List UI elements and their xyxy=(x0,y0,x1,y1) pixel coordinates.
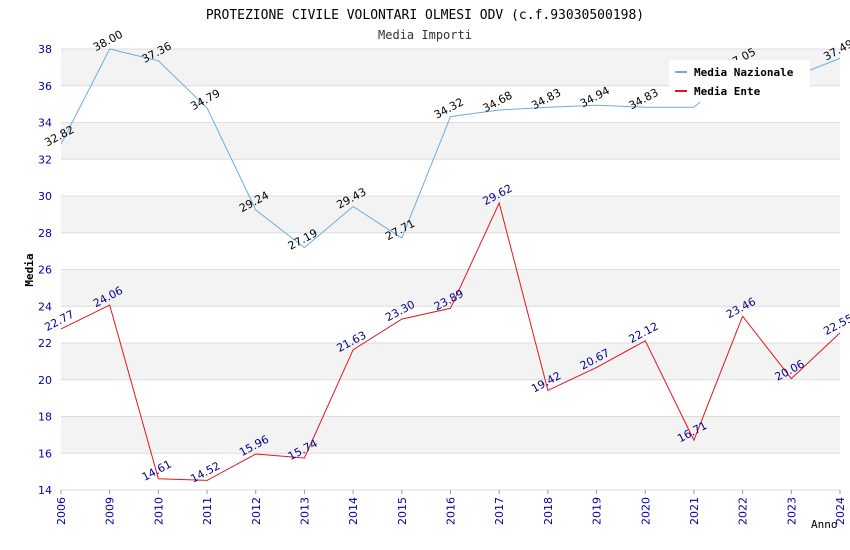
x-tick-label: 2010 xyxy=(152,497,165,525)
y-tick-label: 30 xyxy=(38,190,52,203)
x-tick-label: 2015 xyxy=(396,497,409,525)
y-tick-label: 18 xyxy=(38,411,52,424)
x-tick-label: 2011 xyxy=(201,497,214,525)
x-tick-label: 2023 xyxy=(785,497,798,525)
chart-subtitle: Media Importi xyxy=(378,28,472,42)
plot-band xyxy=(61,379,840,417)
plot-band xyxy=(61,196,840,233)
y-axis-ticks: 14 16 18 20 22 24 26 28 30 32 34 36 38 xyxy=(38,43,52,497)
legend-entry: Media Ente xyxy=(694,85,761,98)
x-tick-label: 2017 xyxy=(493,497,506,525)
plot-band xyxy=(61,453,840,490)
x-tick-label: 2018 xyxy=(542,497,555,525)
y-axis-label: Media xyxy=(23,253,36,286)
y-tick-label: 36 xyxy=(38,80,52,93)
y-tick-label: 38 xyxy=(38,43,52,56)
legend: Media Nazionale Media Ente xyxy=(669,60,810,102)
plot-band xyxy=(61,122,840,160)
y-tick-label: 16 xyxy=(38,447,52,460)
x-axis-label: Anno xyxy=(811,518,838,531)
x-tick-label: 2016 xyxy=(445,497,458,525)
x-tick-label: 2006 xyxy=(55,497,68,525)
x-tick-label: 2020 xyxy=(639,497,652,525)
plot-band xyxy=(61,159,840,196)
x-tick-label: 2014 xyxy=(347,497,360,525)
y-tick-label: 28 xyxy=(38,227,52,240)
y-tick-label: 32 xyxy=(38,153,52,166)
y-tick-label: 14 xyxy=(38,484,52,497)
x-tick-label: 2013 xyxy=(298,497,311,525)
legend-entry: Media Nazionale xyxy=(694,66,794,79)
x-tick-label: 2012 xyxy=(250,497,263,525)
series-line-media-ente xyxy=(60,201,841,481)
plot-bands xyxy=(61,49,840,490)
legend-box xyxy=(669,60,810,102)
x-tick-label: 2021 xyxy=(688,497,701,525)
plot-band xyxy=(61,416,840,454)
y-tick-label: 26 xyxy=(38,264,52,277)
x-axis-ticks: 2006 2009 2010 2011 2012 2013 2014 2015 2016 2017… xyxy=(55,490,847,525)
plot-band xyxy=(61,232,840,270)
x-tick-label: 2009 xyxy=(104,497,117,525)
x-tick-label: 2024 xyxy=(834,497,847,525)
y-tick-label: 24 xyxy=(38,300,52,313)
chart-title: PROTEZIONE CIVILE VOLONTARI OLMESI ODV (… xyxy=(206,8,644,23)
y-tick-label: 20 xyxy=(38,374,52,387)
plot-band xyxy=(61,343,840,380)
x-tick-label: 2022 xyxy=(737,497,750,525)
x-tick-label: 2019 xyxy=(591,497,604,525)
y-tick-label: 34 xyxy=(38,117,52,130)
plot-band xyxy=(61,306,840,343)
y-tick-label: 22 xyxy=(38,337,52,350)
plot-band xyxy=(61,269,840,307)
